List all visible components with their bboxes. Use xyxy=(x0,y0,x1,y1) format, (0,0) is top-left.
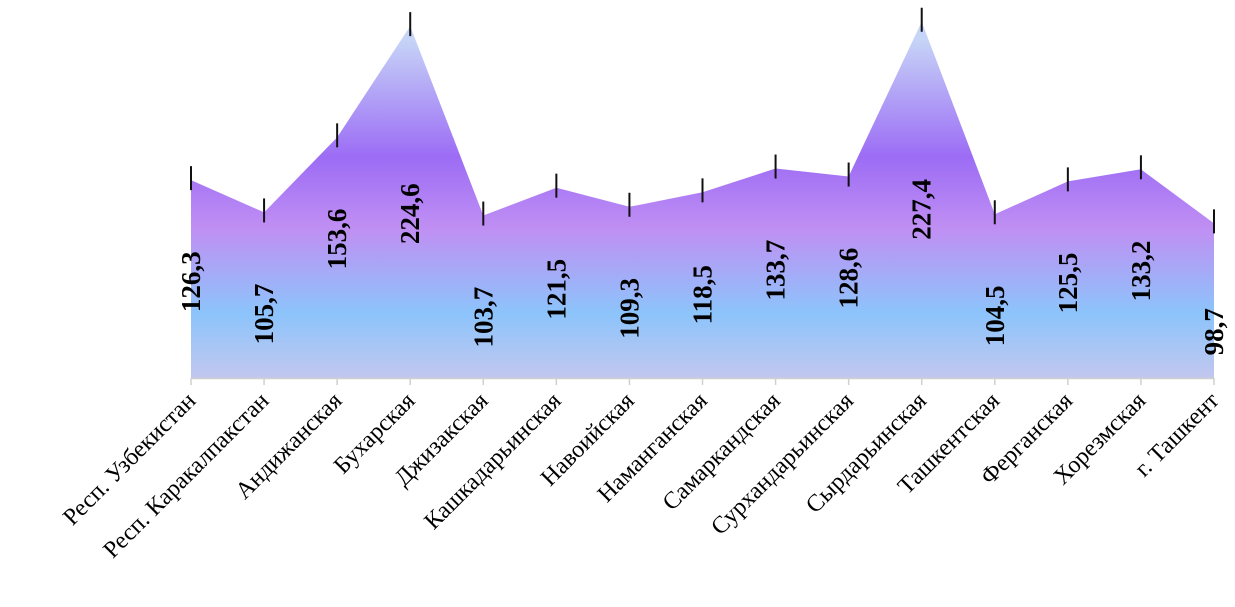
data-label: 118,5 xyxy=(688,265,718,324)
data-label: 121,5 xyxy=(541,259,571,320)
x-tick-label: Респ. Узбекистан xyxy=(58,388,201,531)
data-label: 104,5 xyxy=(980,286,1010,347)
data-label: 125,5 xyxy=(1053,253,1083,314)
data-label: 227,4 xyxy=(907,179,937,240)
data-label: 105,7 xyxy=(249,284,279,345)
data-label: 133,7 xyxy=(761,240,791,301)
data-label: 126,3 xyxy=(176,251,206,312)
data-label: 128,6 xyxy=(834,248,864,309)
data-label: 224,6 xyxy=(395,183,425,244)
data-label: 98,7 xyxy=(1199,308,1229,355)
data-label: 133,2 xyxy=(1126,241,1156,302)
data-label: 103,7 xyxy=(468,287,498,348)
x-tick-label: Кашкадарьинская xyxy=(420,388,567,535)
data-label: 109,3 xyxy=(614,278,644,339)
data-label: 153,6 xyxy=(322,209,352,270)
